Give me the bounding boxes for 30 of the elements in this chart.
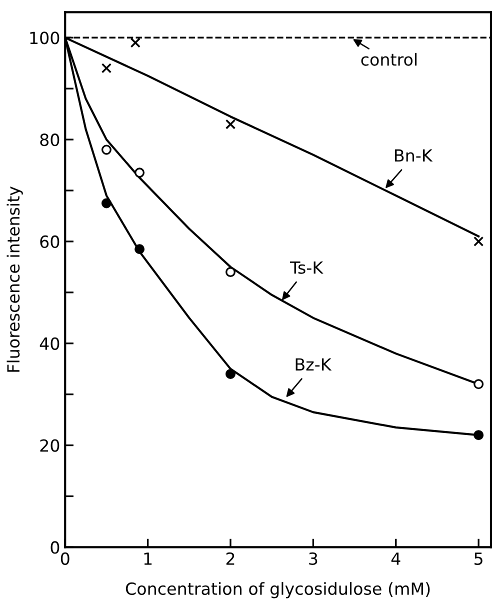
point: [226, 368, 236, 379]
y-tick-label: 20: [40, 439, 60, 452]
point: [101, 198, 112, 208]
x-tick-label: 3: [309, 552, 318, 565]
point: [134, 244, 145, 254]
annotation: Ts-K: [290, 262, 324, 274]
y-axis-title: Fluorescence intensity: [6, 186, 23, 372]
x-tick-label: 1: [144, 552, 152, 565]
x-tick-label: 0: [60, 552, 70, 565]
point: [226, 267, 236, 278]
point: [101, 144, 112, 155]
point: [474, 430, 484, 440]
point: [225, 119, 236, 130]
annotation: Bn-K: [395, 149, 433, 162]
x-tick-label: 2: [226, 552, 234, 565]
point: [130, 38, 140, 48]
point: [134, 168, 145, 178]
y-tick-label: 60: [40, 235, 60, 248]
x-tick-label: 5: [474, 552, 482, 565]
x-tick-label: 4: [391, 552, 400, 565]
y-tick-label: 100: [30, 32, 60, 44]
point: [101, 63, 112, 74]
point: [474, 236, 484, 247]
x-axis-title: Concentration of glycosidulose (mM): [126, 582, 430, 598]
point: [474, 379, 484, 390]
annotation: control: [361, 52, 417, 66]
y-tick-label: 0: [50, 541, 60, 554]
y-tick-label: 80: [40, 134, 60, 146]
y-tick-label: 40: [40, 337, 60, 350]
annotation: Bz-K: [296, 358, 332, 370]
